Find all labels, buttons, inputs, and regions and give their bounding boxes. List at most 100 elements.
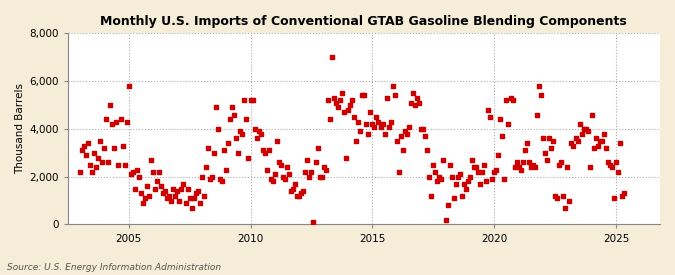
Point [607,165,618,169]
Point [156,184,167,188]
Point [406,100,416,105]
Point [273,160,284,164]
Point [371,115,382,119]
Point [279,177,290,181]
Point [432,179,443,184]
Point [82,141,93,145]
Point [74,170,85,174]
Point [160,189,171,193]
Point [511,160,522,164]
Point [617,194,628,198]
Point [583,129,593,133]
Point [115,117,126,122]
Point [408,91,418,95]
Point [483,108,493,112]
Point [84,163,95,167]
Point [466,158,477,162]
Point [101,117,111,122]
Point [146,158,157,162]
Point [150,186,161,191]
Point [525,165,536,169]
Point [275,163,286,167]
Point [172,189,183,193]
Point [470,165,481,169]
Point [601,146,612,150]
Point [180,201,191,205]
Point [574,122,585,126]
Point [345,103,356,107]
Point [288,186,298,191]
Point [158,191,169,196]
Point [142,184,153,188]
Point [351,139,362,143]
Point [124,84,134,88]
Point [196,174,207,179]
Point [107,122,117,126]
Point [237,131,248,136]
Point [298,189,308,193]
Point [533,84,544,88]
Point [186,205,197,210]
Point [444,163,455,167]
Point [312,146,323,150]
Point [477,170,487,174]
Point [541,158,552,162]
Point [572,139,583,143]
Point [188,196,199,200]
Point [134,174,144,179]
Point [564,198,575,203]
Point [613,170,624,174]
Point [239,98,250,102]
Point [235,129,246,133]
Point [202,146,213,150]
Point [176,186,187,191]
Point [233,151,244,155]
Point [539,151,550,155]
Point [209,151,219,155]
Point [531,112,542,117]
Point [144,194,155,198]
Point [381,96,392,100]
Point [369,124,380,129]
Point [105,103,115,107]
Point [375,124,386,129]
Point [448,196,459,200]
Point [333,105,344,110]
Point [326,55,337,59]
Title: Monthly U.S. Imports of Conventional GTAB Gasoline Blending Components: Monthly U.S. Imports of Conventional GTA… [101,15,627,28]
Point [247,98,258,102]
Point [396,134,406,138]
Point [95,139,105,143]
Point [475,182,485,186]
Point [615,141,626,145]
Point [412,96,423,100]
Point [585,165,595,169]
Point [503,122,514,126]
Point [535,93,546,98]
Point [566,141,577,145]
Point [138,201,148,205]
Point [593,144,603,148]
Point [578,127,589,131]
Point [76,148,87,153]
Point [168,186,179,191]
Point [215,177,225,181]
Point [243,155,254,160]
Point [589,146,599,150]
Point [495,117,506,122]
Point [281,165,292,169]
Point [130,186,140,191]
Point [229,112,240,117]
Point [404,124,414,129]
Point [259,151,270,155]
Point [373,120,384,124]
Point [304,174,315,179]
Point [213,127,223,131]
Point [430,170,441,174]
Point [392,139,402,143]
Point [314,174,325,179]
Point [269,172,280,177]
Point [519,148,530,153]
Point [300,170,310,174]
Point [436,177,447,181]
